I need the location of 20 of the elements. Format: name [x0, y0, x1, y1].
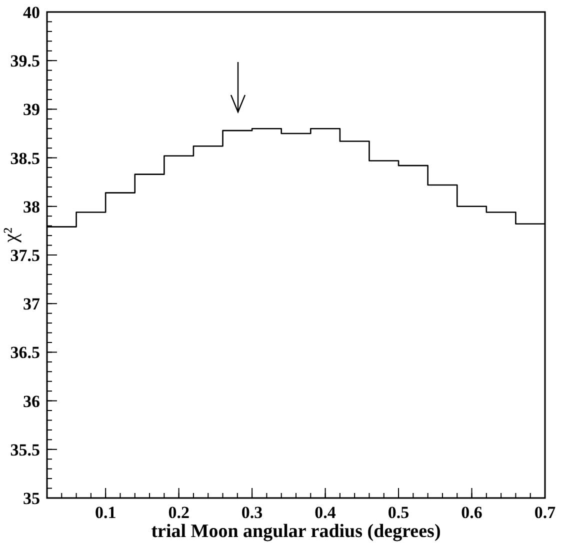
x-tick-label: 0.4	[314, 503, 336, 522]
y-tick-label: 39.5	[10, 52, 40, 71]
y-tick-label: 36	[23, 392, 40, 411]
y-tick-label: 37.5	[10, 246, 40, 265]
x-tick-label: 0.3	[241, 503, 263, 522]
y-tick-label: 37	[23, 294, 40, 314]
x-tick-label: 0.5	[388, 503, 410, 522]
x-tick-label: 0.1	[94, 503, 116, 522]
x-axis-title: trial Moon angular radius (degrees)	[151, 521, 441, 542]
y-tick-label: 40	[23, 2, 40, 22]
y-tick-label: 35.5	[10, 440, 40, 460]
y-tick-label: 38	[23, 197, 40, 216]
y-tick-label: 39	[23, 100, 40, 120]
y-axis-title: χ²	[0, 228, 22, 244]
y-tick-label: 36.5	[10, 343, 40, 362]
x-tick-label: 0.6	[461, 503, 482, 522]
x-tick-label: 0.2	[168, 503, 190, 522]
y-tick-label: 38.5	[10, 148, 40, 168]
y-tick-label: 35	[23, 488, 40, 508]
x-tick-label: 0.7	[534, 503, 556, 522]
